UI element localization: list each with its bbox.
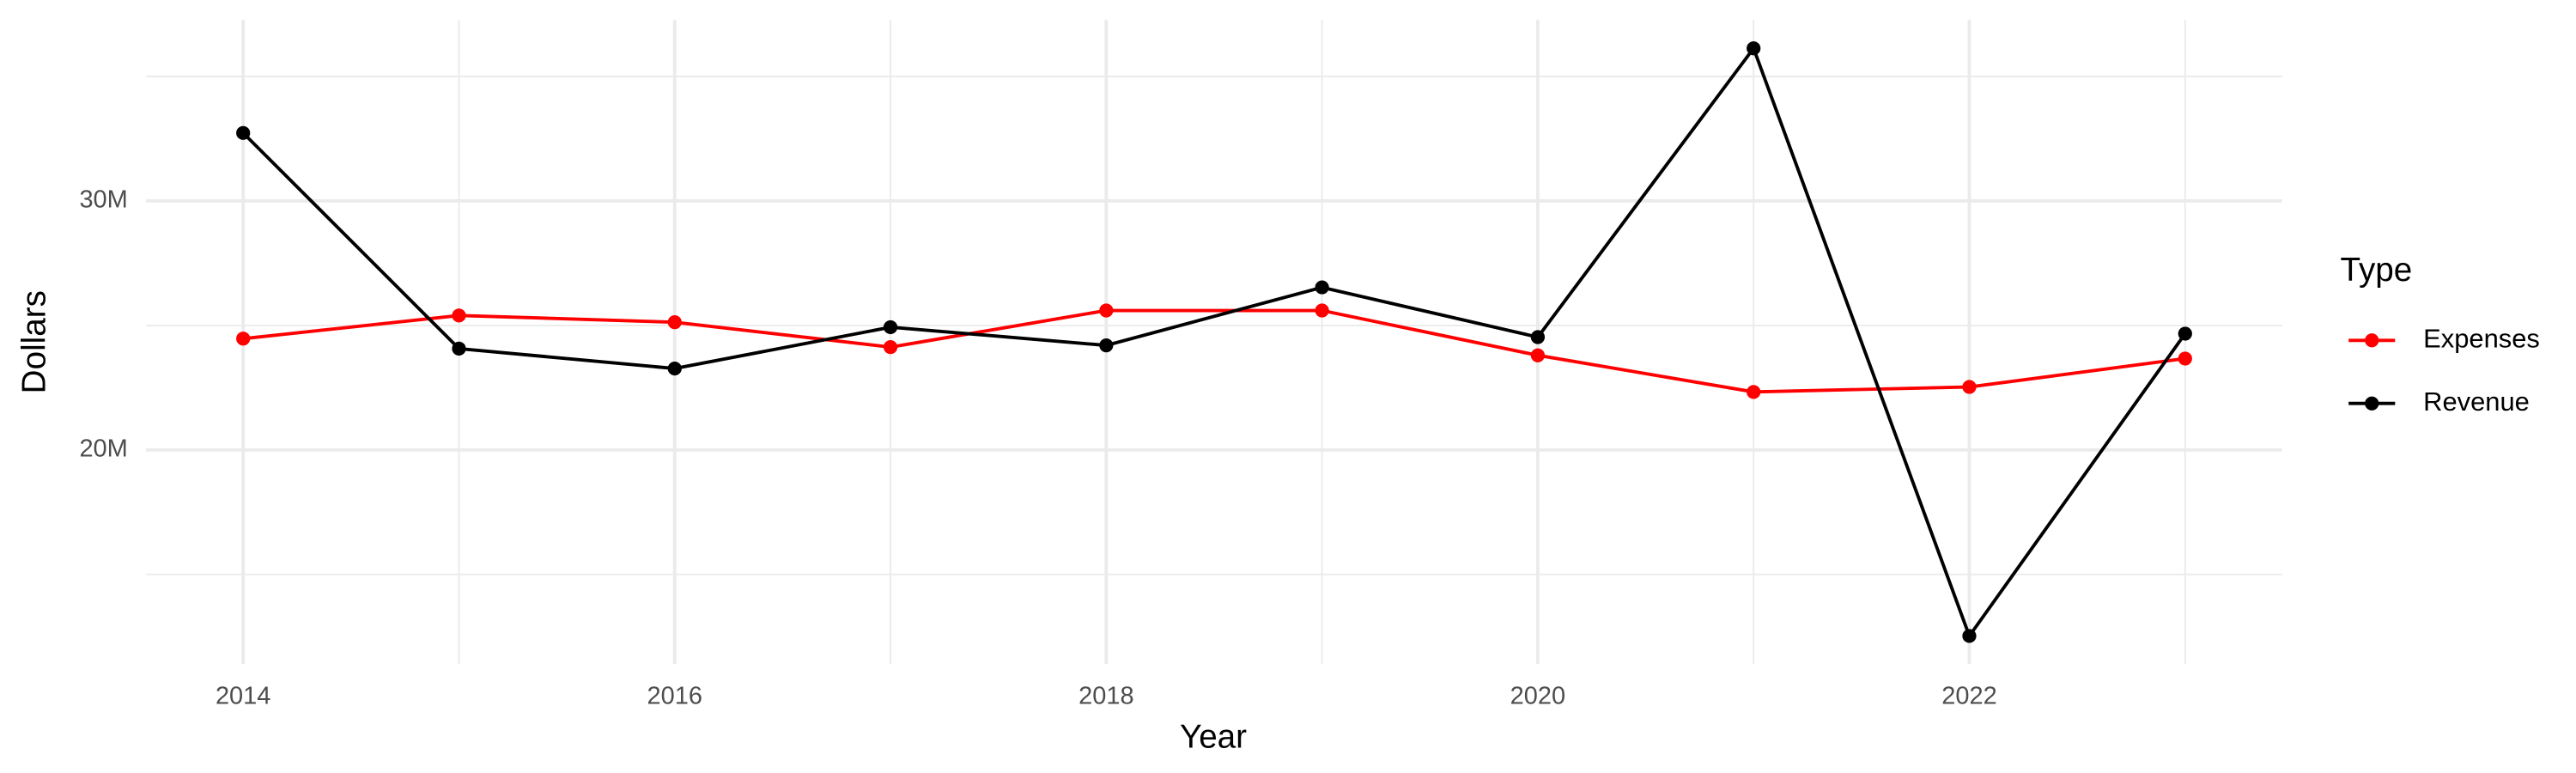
x-tick-label: 2020 [1510, 683, 1565, 710]
data-point [452, 341, 466, 356]
x-tick-label: 2022 [1941, 683, 1996, 710]
series-line [241, 45, 2187, 640]
data-point [2178, 326, 2192, 341]
series-line [242, 308, 2186, 394]
x-tick-label: 2016 [647, 683, 702, 710]
x-axis-title: Year [1180, 718, 1247, 755]
grid [146, 20, 2282, 665]
data-point [236, 125, 251, 140]
data-point [1747, 41, 1761, 56]
data-point [2178, 351, 2192, 366]
data-point [1747, 385, 1761, 399]
y-tick-label: 30M [79, 186, 127, 214]
data-point [1530, 348, 1546, 362]
data-point [667, 361, 682, 376]
data-point [236, 332, 251, 346]
data-point [667, 315, 682, 330]
legend-label: Expenses [2423, 323, 2540, 353]
data-point [1962, 629, 1977, 643]
legend-key-point [2365, 396, 2379, 411]
legend-label: Revenue [2423, 386, 2530, 417]
data-point [883, 340, 898, 355]
data-point [452, 308, 466, 323]
x-tick-label: 2018 [1078, 683, 1133, 710]
data-point [1530, 330, 1546, 344]
data-point [883, 320, 898, 335]
y-tick-label: 20M [79, 435, 127, 463]
data-point [1099, 338, 1114, 353]
data-point [1962, 380, 1977, 394]
legend-title: Type [2341, 252, 2413, 289]
legend-key-point [2365, 333, 2379, 348]
data-point [1315, 303, 1329, 318]
data-point [1099, 303, 1114, 318]
x-tick-label: 2014 [216, 683, 270, 710]
y-axis-title: Dollars [16, 290, 53, 393]
data-point [1315, 280, 1329, 295]
